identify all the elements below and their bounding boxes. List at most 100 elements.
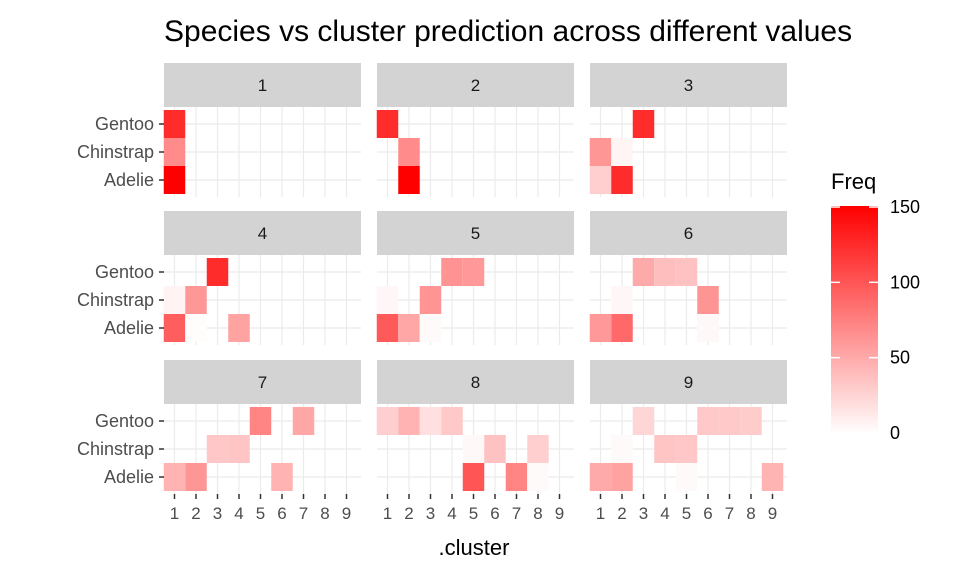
heatmap-cell: [419, 407, 442, 435]
x-tick-label: 3: [426, 504, 435, 523]
heatmap-cell: [632, 110, 655, 138]
heatmap-cell: [611, 314, 633, 342]
heatmap-cell: [292, 407, 315, 435]
heatmap-cell: [185, 314, 207, 342]
x-tick-label: 2: [617, 504, 626, 523]
facet-strip: [377, 360, 574, 404]
heatmap-cell: [376, 110, 399, 138]
y-tick-label: Chinstrap: [77, 290, 154, 310]
x-tick-label: 2: [404, 504, 413, 523]
x-tick-label: 5: [682, 504, 691, 523]
heatmap-cell: [675, 463, 698, 491]
heatmap-cell: [589, 314, 612, 342]
heatmap-cell: [697, 286, 719, 314]
heatmap-cell: [462, 463, 485, 491]
facet-strip-label: 5: [471, 224, 480, 243]
facet-strip: [590, 63, 787, 107]
heatmap-cell: [654, 435, 676, 463]
heatmap-cell: [611, 138, 633, 166]
legend-tick-label: 0: [890, 423, 900, 443]
heatmap-cell: [163, 166, 186, 194]
heatmap-cell: [228, 435, 250, 463]
y-tick-label: Gentoo: [95, 114, 154, 134]
facet-strip: [590, 360, 787, 404]
heatmap-cell: [761, 463, 784, 491]
heatmap-cell: [163, 110, 186, 138]
heatmap-cell: [376, 407, 399, 435]
facet-strip: [164, 360, 361, 404]
legend-tick-label: 150: [890, 197, 920, 217]
facet-panel-4: 4 Adelie Chinstrap Gentoo: [77, 211, 361, 345]
x-tick-label: 6: [490, 504, 499, 523]
facet-panel-8: 81 2 3 4 5 6 7 8 9: [376, 360, 574, 523]
heatmap-cell: [462, 258, 485, 286]
facet-panel-3: 3: [589, 63, 787, 197]
legend-tick-label: 100: [890, 272, 920, 292]
y-tick-label: Adelie: [104, 467, 154, 487]
facet-strip-label: 4: [258, 224, 267, 243]
heatmap-cell: [654, 258, 676, 286]
heatmap-cell: [484, 435, 506, 463]
heatmap-cell: [697, 407, 719, 435]
x-tick-label: 5: [469, 504, 478, 523]
legend-ticks: 0 50 100 150: [831, 197, 920, 443]
heatmap-cell: [398, 138, 420, 166]
heatmap-cell: [419, 286, 442, 314]
x-tick-label: 3: [639, 504, 648, 523]
x-tick-label: 5: [256, 504, 265, 523]
heatmap-cell: [376, 314, 399, 342]
heatmap-cell: [611, 166, 633, 194]
x-axis-label: .cluster: [439, 535, 510, 560]
heatmap-cell: [611, 435, 633, 463]
y-tick-label: Chinstrap: [77, 142, 154, 162]
heatmap-cell: [589, 166, 612, 194]
y-tick-label: Chinstrap: [77, 439, 154, 459]
facet-panel-2: 2: [376, 63, 574, 197]
x-tick-label: 9: [555, 504, 564, 523]
x-tick-label: 3: [213, 504, 222, 523]
heatmap-cell: [163, 286, 186, 314]
heatmap-cell: [163, 138, 186, 166]
facet-strip-label: 1: [258, 76, 267, 95]
heatmap-cell: [163, 314, 186, 342]
legend: Freq 0 50 100 150: [831, 169, 920, 443]
x-tick-label: 4: [447, 504, 456, 523]
x-tick-label: 2: [191, 504, 200, 523]
x-tick-label: 7: [725, 504, 734, 523]
heatmap-cell: [527, 435, 549, 463]
y-tick-label: Adelie: [104, 170, 154, 190]
heatmap-cell: [441, 258, 463, 286]
heatmap-cell: [441, 407, 463, 435]
x-tick-label: 1: [170, 504, 179, 523]
heatmap-cell: [589, 138, 612, 166]
heatmap-cell: [697, 314, 719, 342]
x-tick-label: 8: [533, 504, 542, 523]
heatmap-cell: [718, 407, 741, 435]
x-tick-label: 8: [746, 504, 755, 523]
x-tick-label: 7: [299, 504, 308, 523]
y-tick-label: Adelie: [104, 318, 154, 338]
heatmap-cell: [271, 463, 293, 491]
x-tick-label: 8: [320, 504, 329, 523]
chart-title: Species vs cluster prediction across dif…: [164, 15, 852, 48]
heatmap-cell: [419, 314, 442, 342]
y-tick-label: Gentoo: [95, 262, 154, 282]
heatmap-cell: [632, 258, 655, 286]
x-tick-label: 6: [277, 504, 286, 523]
legend-colorbar: [831, 206, 878, 434]
facet-strip: [164, 211, 361, 255]
heatmap-cell: [185, 286, 207, 314]
y-tick-label: Gentoo: [95, 411, 154, 431]
x-tick-label: 9: [768, 504, 777, 523]
x-tick-label: 4: [660, 504, 669, 523]
heatmap-cell: [462, 435, 485, 463]
heatmap-cell: [675, 258, 698, 286]
facet-strip-label: 2: [471, 76, 480, 95]
heatmap-cell: [527, 463, 549, 491]
facet-strip: [164, 63, 361, 107]
heatmap-cell: [632, 407, 655, 435]
heatmap-cell: [228, 314, 250, 342]
